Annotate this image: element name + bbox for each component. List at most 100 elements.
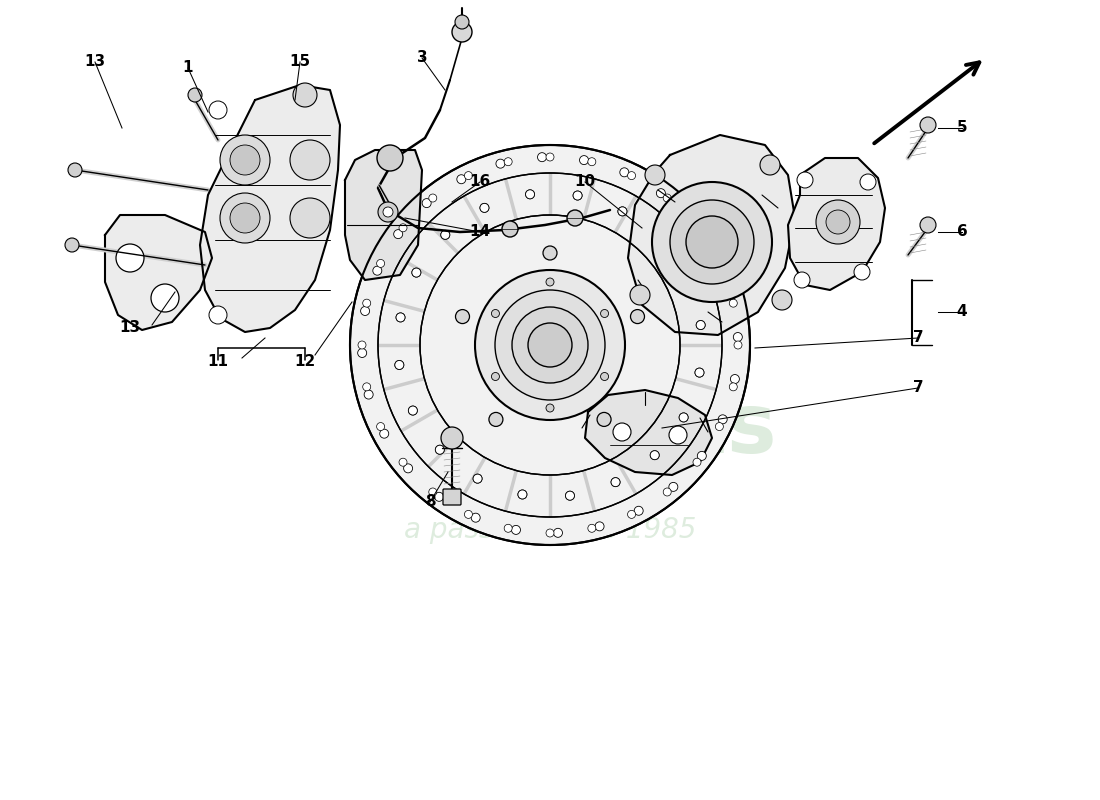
Circle shape: [399, 224, 407, 232]
Text: 7: 7: [913, 330, 923, 346]
Circle shape: [290, 198, 330, 238]
Circle shape: [471, 513, 481, 522]
Circle shape: [488, 413, 503, 426]
Text: 4: 4: [957, 305, 967, 319]
Circle shape: [364, 390, 373, 399]
Circle shape: [379, 429, 388, 438]
Circle shape: [760, 155, 780, 175]
Circle shape: [434, 492, 443, 502]
Circle shape: [669, 482, 678, 491]
Text: euro: euro: [392, 302, 648, 398]
Circle shape: [613, 423, 631, 441]
Circle shape: [860, 174, 876, 190]
Circle shape: [441, 230, 450, 239]
Circle shape: [920, 217, 936, 233]
Circle shape: [473, 474, 482, 483]
Circle shape: [68, 163, 82, 177]
Circle shape: [455, 310, 470, 323]
Text: 3: 3: [417, 50, 427, 66]
Text: 14: 14: [470, 225, 491, 239]
Circle shape: [854, 264, 870, 280]
Circle shape: [715, 422, 724, 430]
Circle shape: [798, 172, 813, 188]
Circle shape: [565, 491, 574, 500]
Circle shape: [220, 193, 270, 243]
Circle shape: [358, 349, 366, 358]
Circle shape: [670, 200, 754, 284]
Circle shape: [512, 526, 520, 534]
Circle shape: [546, 278, 554, 286]
Circle shape: [696, 321, 705, 330]
Circle shape: [464, 510, 472, 518]
Circle shape: [693, 224, 701, 232]
Text: 16: 16: [470, 174, 491, 190]
Circle shape: [230, 203, 260, 233]
Circle shape: [188, 88, 202, 102]
Circle shape: [220, 135, 270, 185]
Circle shape: [399, 458, 407, 466]
Circle shape: [695, 368, 704, 377]
Circle shape: [628, 172, 636, 180]
Circle shape: [429, 194, 437, 202]
Circle shape: [601, 373, 608, 381]
Circle shape: [464, 172, 472, 180]
Circle shape: [663, 488, 671, 496]
Circle shape: [358, 341, 366, 349]
Circle shape: [528, 323, 572, 367]
Circle shape: [492, 310, 499, 318]
Circle shape: [663, 194, 671, 202]
Circle shape: [601, 310, 608, 318]
Circle shape: [455, 15, 469, 29]
Circle shape: [679, 413, 689, 422]
Circle shape: [408, 406, 417, 415]
Circle shape: [729, 299, 737, 307]
Circle shape: [635, 506, 643, 515]
Circle shape: [480, 203, 490, 212]
Circle shape: [363, 383, 371, 391]
Circle shape: [686, 216, 738, 268]
FancyBboxPatch shape: [443, 489, 461, 505]
Circle shape: [396, 313, 405, 322]
Text: 11: 11: [208, 354, 229, 370]
Circle shape: [436, 446, 444, 454]
Circle shape: [730, 374, 739, 383]
Circle shape: [473, 474, 482, 483]
Circle shape: [230, 145, 260, 175]
Circle shape: [293, 83, 317, 107]
Text: 13: 13: [85, 54, 106, 70]
Circle shape: [436, 446, 444, 454]
Circle shape: [526, 190, 535, 199]
Circle shape: [657, 189, 665, 198]
Circle shape: [693, 458, 701, 466]
Circle shape: [350, 145, 750, 545]
Circle shape: [712, 252, 720, 261]
Circle shape: [580, 156, 588, 165]
Circle shape: [628, 510, 636, 518]
Circle shape: [565, 491, 574, 500]
Circle shape: [729, 383, 737, 391]
Text: 15: 15: [289, 54, 310, 70]
Circle shape: [538, 153, 547, 162]
Polygon shape: [628, 135, 795, 335]
Circle shape: [553, 528, 562, 538]
Circle shape: [456, 174, 465, 184]
Circle shape: [597, 413, 612, 426]
Text: a passion since 1985: a passion since 1985: [404, 516, 696, 544]
Circle shape: [116, 244, 144, 272]
Circle shape: [546, 404, 554, 412]
Text: 5: 5: [957, 121, 967, 135]
Circle shape: [377, 145, 403, 171]
Circle shape: [543, 246, 557, 260]
Text: 6: 6: [957, 225, 967, 239]
Circle shape: [652, 182, 772, 302]
Text: carparts: carparts: [383, 390, 777, 470]
Circle shape: [441, 230, 450, 239]
Circle shape: [618, 207, 627, 216]
Circle shape: [826, 210, 850, 234]
Circle shape: [566, 210, 583, 226]
Polygon shape: [104, 215, 212, 330]
Circle shape: [518, 490, 527, 499]
Circle shape: [475, 270, 625, 420]
Circle shape: [395, 361, 404, 370]
Circle shape: [683, 275, 692, 284]
